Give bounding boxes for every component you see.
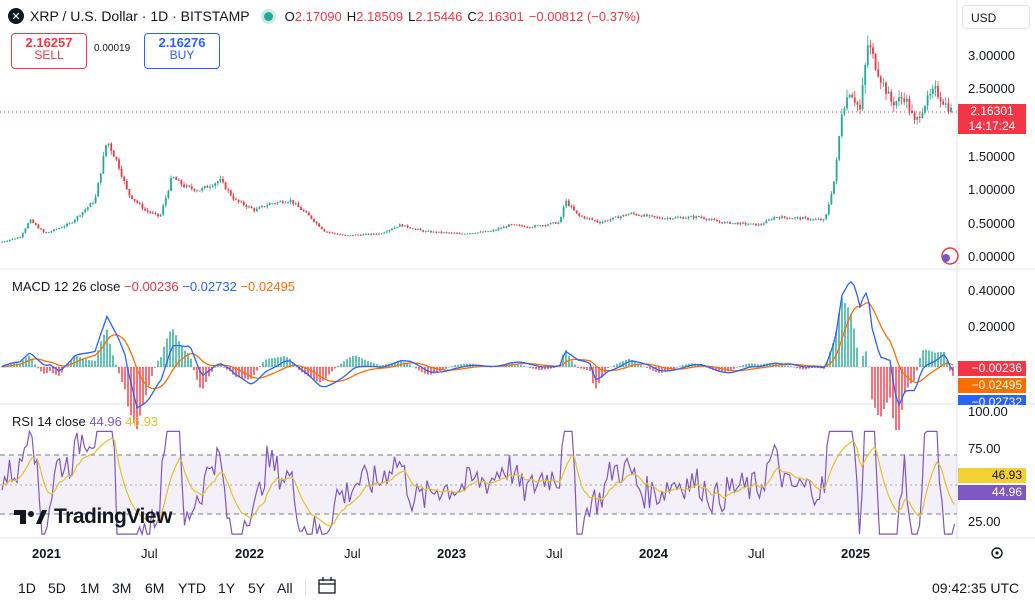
time-axis-label: 2021 [32, 546, 61, 561]
rsi-title: RSI 14 close [12, 414, 86, 429]
price-axis-label: 1.00000 [968, 182, 1015, 197]
buy-price: 2.16276 [158, 35, 206, 50]
timeframe-3m[interactable]: 3M [112, 580, 132, 596]
xrp-logo-icon: ✕ [8, 8, 24, 24]
ohlc-low: L2.15446 [408, 8, 463, 24]
macd-signal-line [1, 302, 954, 390]
sell-button[interactable]: 2.16257 SELL [11, 33, 87, 69]
rsi-legend[interactable]: RSI 14 close 44.96 46.93 [12, 414, 158, 429]
macd-legend[interactable]: MACD 12 26 close −0.00236 −0.02732 −0.02… [12, 279, 295, 294]
bar-countdown: 14:17:24 [968, 119, 1016, 133]
macd-signal-value: −0.02495 [240, 279, 296, 294]
replay-icon[interactable] [941, 247, 959, 265]
rsi-line [1, 429, 956, 537]
rsi-ma-value: 46.93 [125, 414, 159, 429]
sell-label: SELL [34, 48, 64, 62]
macd-signal-tag: −0.02495 [958, 378, 1026, 393]
time-axis-label: Jul [344, 546, 361, 561]
price-change: −0.00812 (−0.37%) [528, 8, 641, 24]
timeframe-5y[interactable]: 5Y [248, 580, 266, 596]
timeframe-5d[interactable]: 5D [48, 580, 66, 596]
timeframe-1y[interactable]: 1Y [218, 580, 236, 596]
time-axis-label: Jul [748, 546, 765, 561]
sell-price: 2.16257 [25, 35, 73, 50]
price-axis-label: 1.50000 [968, 149, 1015, 164]
last-price-tag: 2.16301 14:17:24 [958, 104, 1026, 134]
macd-hist-tag: −0.00236 [958, 361, 1026, 376]
tradingview-watermark: TradingView [14, 505, 172, 529]
rsi-ma-tag: 46.93 [958, 468, 1026, 483]
macd-line [1, 280, 954, 409]
timeframe-1m[interactable]: 1M [80, 580, 100, 596]
rsi-value: 44.96 [89, 414, 122, 429]
price-axis-label: 0.50000 [968, 216, 1015, 231]
timeframe-ytd[interactable]: YTD [178, 580, 206, 596]
rsi-axis-label: 75.00 [968, 441, 1001, 456]
live-dot-icon [263, 11, 273, 21]
macd-axis-label: 0.20000 [968, 319, 1015, 334]
ohlc-open: O2.17090 [284, 8, 342, 24]
time-axis-label: 2022 [235, 546, 264, 561]
buy-label: BUY [169, 48, 195, 62]
rsi-axis-label: 100.00 [968, 404, 1008, 419]
symbol-title[interactable]: XRP / U.S. Dollar · 1D · BITSTAMP [30, 8, 250, 24]
price-candles [1, 35, 952, 243]
rsi-ma-line [1, 437, 955, 527]
utc-clock[interactable]: 09:42:35 UTC [932, 580, 1020, 596]
macd-title: MACD 12 26 close [12, 279, 121, 294]
time-axis-label: 2023 [437, 546, 466, 561]
timeframe-1d[interactable]: 1D [18, 580, 36, 596]
ohlc-high: H2.18509 [346, 8, 404, 24]
calendar-goto-icon[interactable] [318, 577, 336, 594]
macd-hist-value: −0.00236 [124, 279, 179, 294]
time-axis-label: Jul [546, 546, 563, 561]
rsi-value-tag: 44.96 [958, 485, 1026, 500]
last-price-value: 2.16301 [970, 104, 1014, 118]
macd-value: −0.02732 [182, 279, 237, 294]
timeframe-6m[interactable]: 6M [145, 580, 165, 596]
buy-button[interactable]: 2.16276 BUY [144, 33, 220, 69]
macd-histogram [1, 297, 954, 431]
macd-value-tag: −0.02732 [958, 395, 1026, 405]
rsi-axis-label: 25.00 [968, 514, 1001, 529]
price-axis-label: 3.00000 [968, 48, 1015, 63]
watermark-text: TradingView [54, 505, 172, 528]
tradingview-logo-icon [14, 510, 47, 524]
timeframe-all[interactable]: All [277, 580, 293, 596]
price-axis-label: 2.50000 [968, 81, 1015, 96]
spread-value: 0.00019 [94, 43, 131, 54]
time-axis-label: 2025 [841, 546, 870, 561]
macd-axis-label: 0.40000 [968, 283, 1015, 298]
toolbar-divider [305, 579, 306, 597]
ohlc-close: C2.16301 [467, 8, 524, 24]
time-axis-label: Jul [141, 546, 158, 561]
time-axis-label: 2024 [639, 546, 668, 561]
symbol-header: ✕ XRP / U.S. Dollar · 1D · BITSTAMP O2.1… [8, 8, 640, 24]
settings-icon[interactable] [991, 547, 1003, 559]
currency-selector[interactable]: USD [962, 5, 1030, 29]
price-axis-label: 0.00000 [968, 249, 1015, 264]
